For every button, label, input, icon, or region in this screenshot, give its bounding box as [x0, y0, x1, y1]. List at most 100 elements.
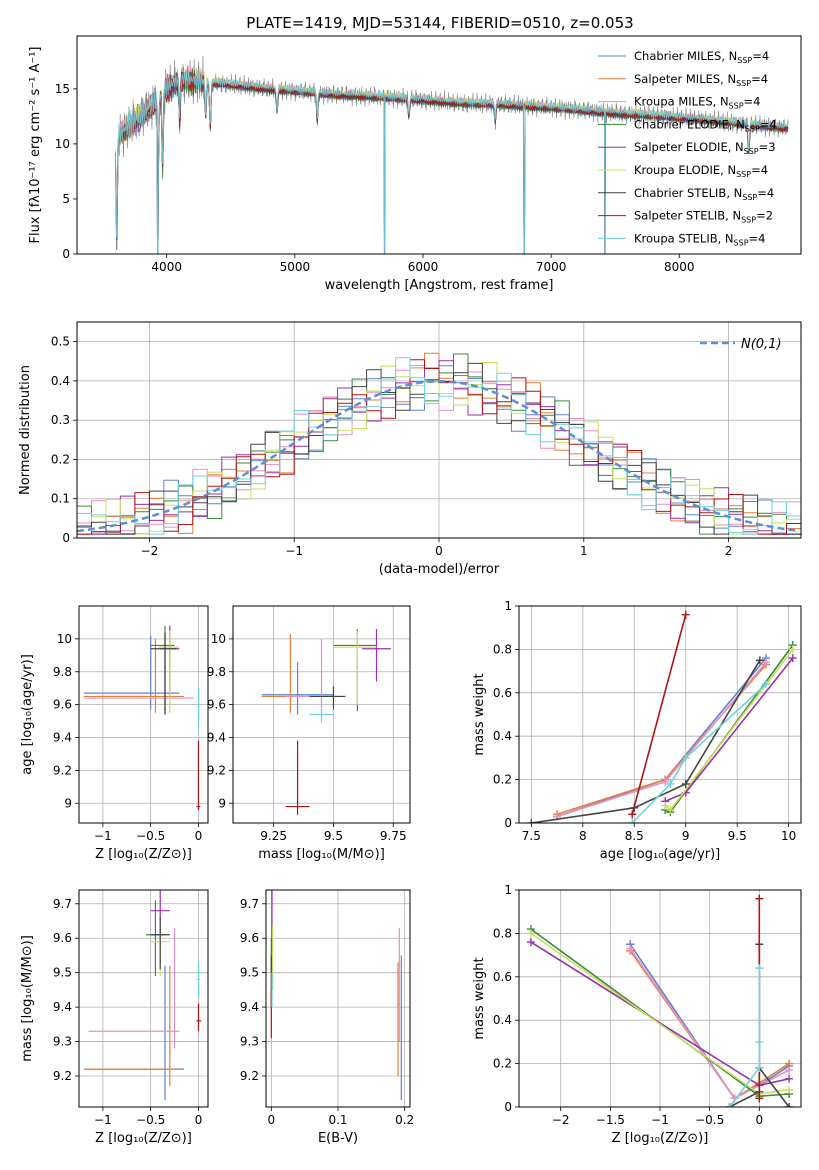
series-line-kroupa_miles — [629, 948, 790, 1100]
axes-frame — [76, 35, 802, 255]
series-point-kroupa_elodie — [666, 805, 675, 814]
y-tick-label: 0.5 — [51, 335, 70, 349]
axes-frame — [518, 605, 802, 824]
x-tick-label: 4000 — [151, 260, 182, 274]
histogram-salpeter_stelib — [77, 359, 801, 535]
y-tick-label: 0.2 — [51, 452, 70, 466]
y-axis-label: age [log₁₀(age/yr)] — [20, 654, 35, 775]
legend-label-count: =4 — [760, 117, 777, 131]
legend-label-text: Salpeter MILES, N — [634, 72, 736, 86]
series-point-kroupa_stelib — [755, 964, 764, 973]
x-tick-label: 9.75 — [380, 829, 407, 843]
x-tick-label: 10 — [781, 829, 796, 843]
y-tick-label: 10 — [57, 632, 72, 646]
y-tick-label: 9.5 — [53, 966, 72, 980]
y-tick-label: 9.2 — [53, 1069, 72, 1083]
x-tick-label: 5000 — [280, 260, 311, 274]
errorbar-salpeter_miles — [83, 638, 185, 713]
legend-label-subscript: SSP — [736, 79, 751, 88]
errorbar-kroupa_stelib — [309, 706, 334, 723]
y-axis-label: Normed distribution — [18, 365, 33, 495]
panel-residual-histogram: −2 −1 0 1 2 0 0.1 0.2 0.3 0.4 0.5 (data-model)/erro… — [18, 321, 802, 577]
x-axis-label: Z [log₁₀(Z/Z⊙)] — [612, 1131, 709, 1146]
y-tick-label: 9.3 — [53, 1035, 72, 1049]
y-tick-label: 9.6 — [53, 698, 72, 712]
series-point-chabrier_stelib — [681, 779, 690, 788]
legend-label-salpeter_stelib: Salpeter STELIB, NSSP=2 — [634, 209, 773, 225]
y-tick-label: 9.4 — [207, 731, 226, 745]
axes-frame — [78, 889, 209, 1108]
x-tick-label: −2 — [552, 1113, 570, 1127]
x-tick-label: −1.5 — [596, 1113, 625, 1127]
y-tick-label: 10 — [211, 632, 226, 646]
x-axis-label: mass [log₁₀(M/M⊙)] — [258, 847, 385, 862]
errorbar-salpeter_elodie — [362, 629, 391, 682]
y-tick-label: 9.5 — [240, 966, 259, 980]
series-point-kroupa_miles — [785, 1066, 794, 1075]
x-tick-label: 6000 — [408, 260, 439, 274]
errorbar-chabrier_stelib — [150, 632, 177, 715]
panel-mass-vs-ebv: 0 0.1 0.2 9.2 9.3 9.4 9.5 9.6 9.7 E(B-V) — [240, 889, 414, 1146]
y-tick-label: 0.8 — [493, 926, 512, 940]
legend-label-subscript: SSP — [741, 216, 756, 225]
x-tick-label: 7000 — [536, 260, 567, 274]
y-tick-label: 0.2 — [493, 773, 512, 787]
y-tick-label: 9.6 — [207, 698, 226, 712]
legend-label-count: =4 — [752, 49, 769, 63]
legend-label-count: =4 — [749, 231, 766, 245]
errorbar-kroupa_stelib — [196, 962, 201, 997]
y-tick-label: 0.4 — [493, 729, 512, 743]
x-tick-label: 0.2 — [395, 1113, 414, 1127]
legend-label-count: =4 — [744, 95, 761, 109]
x-tick-label: −2 — [141, 544, 159, 558]
series-point-salpeter_stelib — [755, 1094, 764, 1103]
figure-title: PLATE=1419, MJD=53144, FIBERID=0510, z=0… — [246, 14, 633, 32]
x-axis-label: E(B-V) — [318, 1131, 358, 1146]
panel-mass-vs-Z: −1 −0.5 0 9.2 9.3 9.4 9.5 9.6 9.7 Z [log₁₀(Z/Z⊙)]… — [20, 889, 209, 1146]
errorbar-salpeter_miles — [261, 633, 339, 713]
plot-area — [77, 352, 801, 535]
legend-label-count: =4 — [751, 163, 768, 177]
legend-label-count: =2 — [756, 209, 773, 223]
series-point-kroupa_stelib — [762, 680, 771, 689]
y-tick-label: 0 — [504, 1100, 512, 1114]
y-tick-label: 1 — [504, 599, 512, 613]
errorbar-chabrier_stelib — [150, 917, 170, 970]
series-point-salpeter_stelib — [755, 894, 764, 903]
legend-label-subscript: SSP — [745, 124, 760, 133]
y-tick-label: 10 — [55, 137, 70, 151]
x-tick-label: 0 — [268, 1113, 276, 1127]
y-tick-label: 9.8 — [53, 665, 72, 679]
series-point-kroupa_stelib — [755, 1037, 764, 1046]
legend-label-text: Kroupa ELODIE, N — [634, 163, 736, 177]
y-tick-label: 9.8 — [207, 665, 226, 679]
series-point-kroupa_miles — [762, 658, 771, 667]
model-spectrum-kroupa_stelib — [114, 70, 789, 254]
x-tick-label: −1 — [285, 544, 303, 558]
x-tick-label: −1 — [94, 829, 112, 843]
y-axis-label: mass weight — [472, 673, 487, 755]
y-tick-label: 0 — [504, 816, 512, 830]
y-tick-label: 9.2 — [240, 1069, 259, 1083]
legend-label-chabrier_stelib: Chabrier STELIB, NSSP=4 — [634, 186, 774, 202]
y-tick-label: 0 — [62, 531, 70, 545]
errorbar-salpeter_miles — [83, 965, 175, 1087]
plot-area — [527, 610, 797, 823]
plot-area — [83, 890, 202, 1101]
series-point-kroupa_stelib — [725, 1103, 734, 1107]
legend-label-subscript: SSP — [736, 170, 751, 179]
x-tick-label: −0.5 — [695, 1113, 724, 1127]
errorbar-chabrier_elodie — [333, 629, 377, 712]
legend-label-text: Chabrier MILES, N — [634, 49, 737, 63]
x-tick-label: −1 — [94, 1113, 112, 1127]
x-tick-label: 9 — [682, 829, 690, 843]
series-point-chabrier_stelib — [755, 656, 764, 665]
y-tick-label: 0.6 — [493, 970, 512, 984]
legend-label-text: Salpeter ELODIE, N — [634, 140, 744, 154]
y-tick-label: 0.8 — [493, 642, 512, 656]
legend-label-text: Chabrier ELODIE, N — [634, 117, 745, 131]
legend-label-kroupa_elodie: Kroupa ELODIE, NSSP=4 — [634, 163, 768, 179]
x-tick-label: 7.5 — [522, 829, 541, 843]
x-axis-label: age [log₁₀(age/yr)] — [600, 847, 721, 862]
